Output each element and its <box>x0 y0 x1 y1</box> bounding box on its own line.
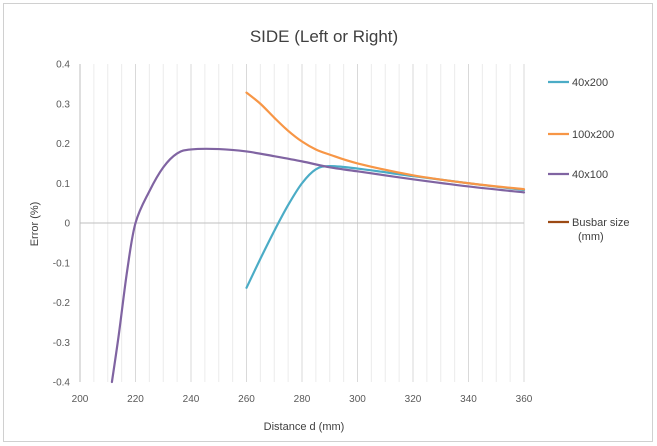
y-tick-label: -0.4 <box>53 378 71 389</box>
y-tick-label: 0.3 <box>56 99 70 110</box>
y-tick-label: -0.1 <box>53 258 71 269</box>
legend-label: 40x200 <box>572 77 608 89</box>
legend-item: 40x200 <box>548 77 608 89</box>
x-tick-label: 300 <box>349 394 366 405</box>
legend-label: Busbar size <box>572 217 629 229</box>
line-chart: SIDE (Left or Right) 200 220 240 260 280 300 3… <box>29 27 629 433</box>
legend-label: (mm) <box>578 231 604 243</box>
chart-title: SIDE (Left or Right) <box>250 27 398 46</box>
y-axis-label: Error (%) <box>29 202 41 247</box>
chart-frame: SIDE (Left or Right) 200 220 240 260 280 300 3… <box>3 3 653 442</box>
y-tick-label: 0.2 <box>56 139 70 150</box>
x-tick-label: 320 <box>405 394 422 405</box>
y-tick-label: 0.4 <box>56 60 70 71</box>
y-tick-label: 0.1 <box>56 179 70 190</box>
x-tick-label: 340 <box>460 394 477 405</box>
legend-label: 100x200 <box>572 129 614 141</box>
x-tick-label: 260 <box>238 394 255 405</box>
y-tick-label: 0 <box>64 219 70 230</box>
legend-item: 40x100 <box>548 169 608 181</box>
y-tick-label: -0.3 <box>53 338 71 349</box>
x-tick-label: 200 <box>72 394 89 405</box>
y-tick-label: -0.2 <box>53 298 71 309</box>
legend: 40x200 100x200 40x100 Busbar size (mm) <box>548 77 629 243</box>
axes <box>79 64 524 382</box>
legend-item: Busbar size (mm) <box>548 217 629 243</box>
x-tick-label: 360 <box>516 394 533 405</box>
legend-item: 100x200 <box>548 129 614 141</box>
x-axis-ticks: 200 220 240 260 280 300 320 340 360 <box>72 394 533 405</box>
x-tick-label: 240 <box>183 394 200 405</box>
x-tick-label: 280 <box>294 394 311 405</box>
series-line-1 <box>245 91 526 191</box>
x-tick-label: 220 <box>127 394 144 405</box>
x-axis-label: Distance d (mm) <box>264 421 345 433</box>
legend-label: 40x100 <box>572 169 608 181</box>
series-lines <box>110 91 526 384</box>
y-axis-ticks: -0.4 -0.3 -0.2 -0.1 0 0.1 0.2 0.3 0.4 <box>53 60 71 389</box>
series-line-2 <box>110 147 526 384</box>
